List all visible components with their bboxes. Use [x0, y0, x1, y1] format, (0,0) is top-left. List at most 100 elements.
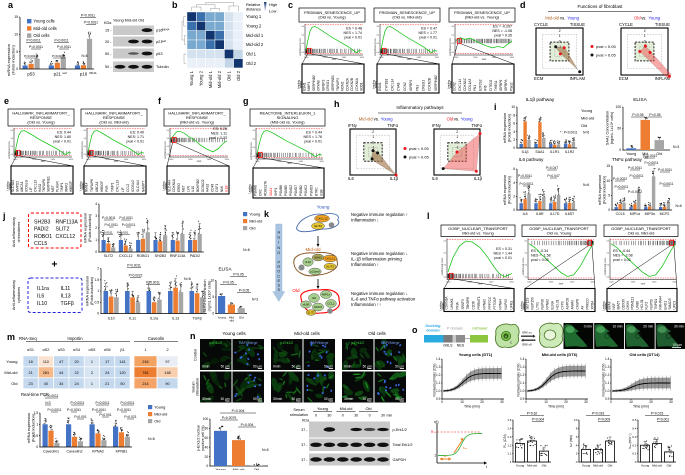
- svg-text:edges: edges: [299, 80, 303, 88]
- svg-text:KPNA2: KPNA2: [92, 450, 104, 454]
- svg-text:HAS2: HAS2: [206, 183, 210, 192]
- svg-text:Time (min): Time (min): [548, 405, 564, 409]
- svg-text:37 -: 37 -: [301, 428, 308, 432]
- svg-text:0.4: 0.4: [84, 146, 88, 148]
- svg-text:P=0.0011: P=0.0011: [102, 216, 116, 220]
- svg-text:DCBLD2: DCBLD2: [201, 179, 205, 192]
- svg-text:SERPINE1: SERPINE1: [47, 176, 51, 192]
- svg-text:rank: rank: [478, 283, 483, 286]
- svg-text:34: 34: [59, 382, 63, 386]
- svg-text:0.4: 0.4: [444, 264, 448, 266]
- svg-text:5000: 5000: [304, 57, 308, 59]
- svg-text:MCP2: MCP2: [314, 305, 322, 309]
- svg-text:HALLMARK_INFLAMMATORY_: HALLMARK_INFLAMMATORY_: [168, 111, 226, 116]
- svg-text:rank: rank: [482, 58, 487, 61]
- svg-text:Mid-old cells: Mid-old cells: [294, 331, 320, 336]
- svg-text:RNF113A: RNF113A: [170, 254, 186, 258]
- svg-text:ROGS1TA: ROGS1TA: [264, 180, 268, 196]
- svg-text:ABCA1: ABCA1: [20, 181, 24, 192]
- svg-text:Leading: Leading: [447, 79, 451, 89]
- svg-text:Mid-old: Mid-old: [340, 406, 353, 411]
- svg-text:d: d: [520, 0, 526, 10]
- svg-text:(Folds induction): (Folds induction): [508, 175, 512, 204]
- svg-text:NES: 1.80: NES: 1.80: [55, 135, 71, 139]
- svg-text:SLIT2: SLIT2: [56, 227, 70, 233]
- svg-text:0.4: 0.4: [253, 156, 257, 158]
- svg-text:1.4: 1.4: [436, 357, 441, 361]
- svg-text:Mid-old 2: Mid-old 2: [246, 42, 264, 47]
- svg-text:SHP1: SHP1: [274, 187, 278, 196]
- svg-text:p-Erk1/2: p-Erk1/2: [209, 341, 222, 345]
- svg-text:PADI2: PADI2: [190, 254, 200, 258]
- svg-text:tₗₐᵍ: tₗₐᵍ: [444, 454, 449, 458]
- svg-text:1: 1: [97, 289, 99, 293]
- svg-text:Old: Old: [634, 16, 641, 21]
- svg-text:0: 0: [456, 140, 458, 144]
- svg-text:High: High: [269, 2, 277, 7]
- svg-text:ES = -0.44: ES = -0.44: [613, 249, 630, 253]
- svg-text:20 -: 20 -: [105, 40, 112, 44]
- svg-text:HBEGF: HBEGF: [100, 181, 104, 192]
- svg-text:CXCL14: CXCL14: [391, 79, 395, 91]
- svg-text:mClover: mClover: [472, 327, 488, 331]
- svg-text:20 min: 20 min: [643, 325, 653, 329]
- svg-text:FN1: FN1: [473, 85, 477, 91]
- svg-text:P=0.0079: P=0.0079: [222, 416, 237, 420]
- svg-text:P<0.0011: P<0.0011: [55, 39, 69, 43]
- svg-text:HCL31: HCL31: [556, 299, 560, 309]
- svg-text:30: 30: [500, 400, 504, 404]
- svg-text:enrichment score: enrichment score: [522, 257, 525, 275]
- svg-text:Time (min): Time (min): [633, 405, 649, 409]
- svg-text:HAS2: HAS2: [38, 183, 42, 192]
- svg-text:SERPINE1: SERPINE1: [331, 75, 335, 91]
- svg-text:1.3: 1.3: [520, 365, 525, 369]
- svg-text:C: C: [277, 273, 280, 278]
- svg-text:20: 20: [480, 400, 484, 404]
- svg-text:IL6 pathway: IL6 pathway: [519, 157, 544, 162]
- svg-text:Inflammation ↑: Inflammation ↑: [351, 262, 379, 267]
- svg-text:IL-1β inflammation priming: IL-1β inflammation priming: [351, 257, 402, 262]
- svg-text:Mid-old: Mid-old: [249, 218, 262, 223]
- svg-text:Anti-inflammatory: Anti-inflammatory: [11, 280, 16, 310]
- svg-text:P=0.0011: P=0.0011: [121, 401, 135, 405]
- svg-text:tₗₐᵍ (min): tₗₐᵍ (min): [569, 435, 573, 447]
- svg-text:5000: 5000: [360, 57, 364, 59]
- svg-text:Old 2: Old 2: [236, 70, 241, 81]
- svg-text:GAPDH: GAPDH: [393, 458, 407, 462]
- svg-text:NES = 1.74: NES = 1.74: [344, 31, 362, 35]
- svg-text:IL6: IL6: [348, 176, 354, 181]
- svg-text:50 μm: 50 μm: [395, 397, 404, 401]
- svg-text:mRNA expression: mRNA expression: [6, 44, 11, 76]
- svg-text:DAPI/Merge: DAPI/Merge: [310, 341, 329, 345]
- svg-text:vs.: vs.: [560, 16, 565, 21]
- svg-text:5000: 5000: [169, 159, 173, 161]
- svg-text:Leading: Leading: [520, 301, 524, 311]
- svg-text:IL6R: IL6R: [536, 212, 544, 216]
- svg-text:M: M: [505, 335, 507, 338]
- svg-text:-1: -1: [558, 45, 561, 49]
- svg-text:Mid: Mid: [229, 315, 234, 319]
- svg-text:Old: Old: [365, 406, 371, 411]
- svg-text:N=6: N=6: [148, 437, 155, 441]
- svg-text:N=6: N=6: [583, 183, 589, 187]
- svg-text:Young: Young: [581, 108, 592, 113]
- svg-text:5000: 5000: [225, 159, 229, 161]
- svg-text:0.4: 0.4: [302, 26, 306, 28]
- svg-text:PLAUR: PLAUR: [56, 181, 60, 192]
- svg-text:A24P28: A24P28: [566, 298, 570, 310]
- svg-text:b: b: [172, 0, 178, 10]
- svg-text:Young: Young: [626, 152, 636, 156]
- svg-text:edges: edges: [604, 302, 608, 310]
- svg-text:Caveolin1: Caveolin1: [43, 450, 59, 454]
- svg-text:2: 2: [513, 138, 515, 142]
- svg-text:vs.: vs.: [454, 117, 459, 122]
- svg-text:60: 60: [205, 436, 209, 440]
- svg-text:6: 6: [513, 122, 515, 126]
- svg-text:0.4: 0.4: [253, 139, 257, 141]
- svg-text:NES = 1.44: NES = 1.44: [494, 252, 512, 256]
- svg-text:30min: 30min: [273, 397, 282, 401]
- svg-text:(ng/mL 1x10⁴ cells): (ng/mL 1x10⁴ cells): [610, 111, 614, 144]
- svg-text:110: 110: [43, 360, 49, 364]
- svg-text:N=6: N=6: [583, 131, 589, 135]
- svg-text:(Old vs. Young): (Old vs. Young): [318, 15, 346, 20]
